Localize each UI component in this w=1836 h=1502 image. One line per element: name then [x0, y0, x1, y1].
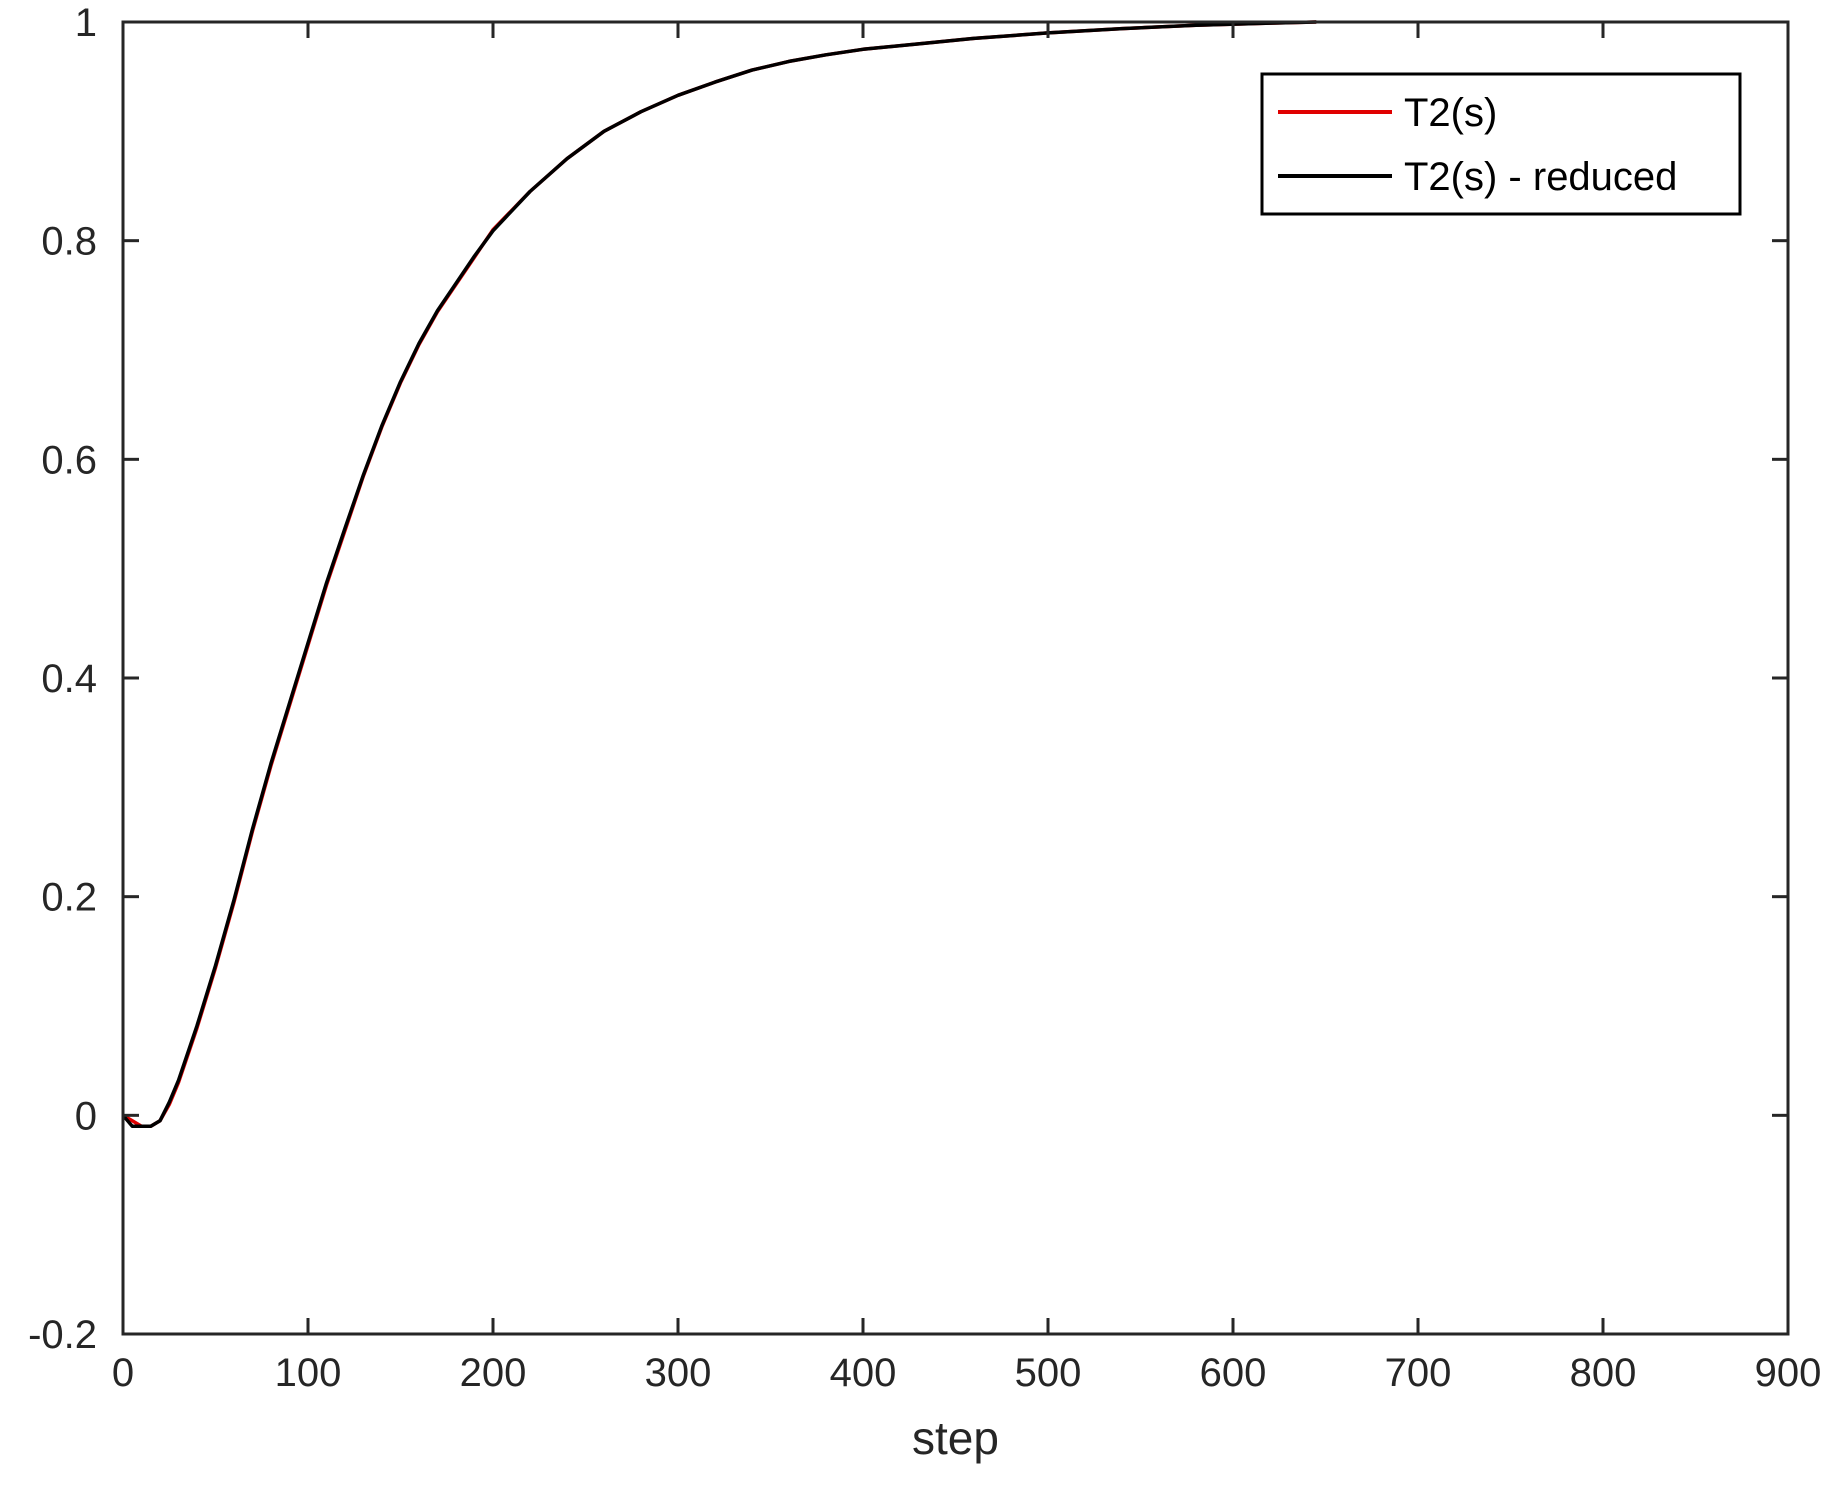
y-tick-label: -0.2 — [28, 1313, 97, 1357]
legend: T2(s) T2(s) - reduced — [1260, 72, 1742, 216]
series-layer — [123, 20, 1317, 1129]
series-line-1 — [123, 20, 1317, 1129]
x-tick-label: 200 — [460, 1351, 527, 1395]
y-tick-label: 0.6 — [41, 438, 97, 482]
x-tick-label: 0 — [112, 1351, 134, 1395]
y-tick-label: 1 — [75, 1, 97, 45]
y-tick-label: 0.2 — [41, 876, 97, 920]
legend-entry-t2: T2(s) — [1404, 91, 1497, 135]
x-tick-label: 100 — [275, 1351, 342, 1395]
x-tick-label: 600 — [1200, 1351, 1267, 1395]
legend-entry-t2-reduced: T2(s) - reduced — [1404, 155, 1677, 199]
y-tick-label: 0 — [75, 1094, 97, 1138]
x-axis-label: step — [912, 1412, 999, 1464]
y-tick-label: 0.4 — [41, 657, 97, 701]
x-tick-label: 300 — [645, 1351, 712, 1395]
x-tick-label: 900 — [1755, 1351, 1822, 1395]
ticks-layer: 0 100 200 300 400 500 600 700 800 900 -0.2 0 0.2 0.4 0… — [28, 1, 1821, 1395]
y-tick-label: 0.8 — [41, 220, 97, 264]
x-tick-label: 700 — [1385, 1351, 1452, 1395]
x-tick-label: 500 — [1015, 1351, 1082, 1395]
legend-box — [1260, 72, 1742, 216]
x-tick-label: 400 — [830, 1351, 897, 1395]
x-tick-label: 800 — [1570, 1351, 1637, 1395]
